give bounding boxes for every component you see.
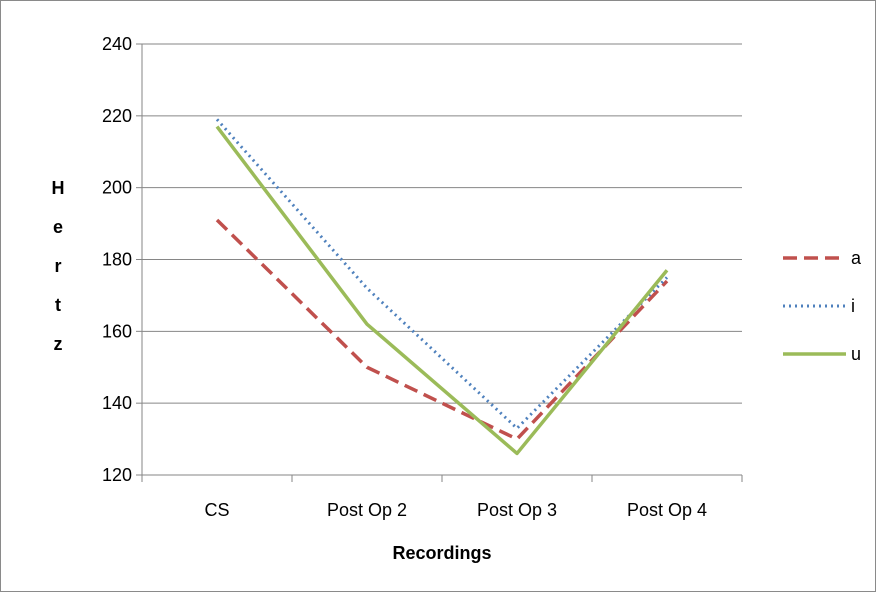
grid (136, 43, 743, 482)
legend-label-a: a (851, 248, 862, 268)
legend-label-u: u (851, 344, 861, 364)
series-line-a (215, 218, 669, 441)
y-tick-label: 180 (102, 250, 132, 270)
y-axis-title-letter: t (55, 295, 61, 315)
series-lines (215, 118, 669, 456)
y-tick-label: 220 (102, 106, 132, 126)
x-tick-labels: CS Post Op 2 Post Op 3 Post Op 4 (204, 500, 707, 520)
x-axis-title: Recordings (392, 543, 491, 563)
y-axis-title-letter: r (54, 256, 61, 276)
y-tick-label: 240 (102, 34, 132, 54)
y-tick-label: 140 (102, 393, 132, 413)
x-tick-label: Post Op 4 (627, 500, 707, 520)
y-tick-label: 160 (102, 321, 132, 341)
y-axis-title-letter: H (52, 178, 65, 198)
legend: a i u (783, 248, 862, 364)
y-axis-title-letter: z (54, 334, 63, 354)
y-tick-label: 200 (102, 178, 132, 198)
x-tick-label: CS (204, 500, 229, 520)
axes (141, 44, 742, 476)
series-line-i (215, 118, 669, 430)
x-tick-label: Post Op 2 (327, 500, 407, 520)
y-tick-labels: 120 140 160 180 200 220 240 (102, 34, 132, 485)
legend-label-i: i (851, 296, 855, 316)
y-tick-label: 120 (102, 465, 132, 485)
series-line-u (215, 125, 669, 456)
x-tick-label: Post Op 3 (477, 500, 557, 520)
y-axis-title-letter: e (53, 217, 63, 237)
